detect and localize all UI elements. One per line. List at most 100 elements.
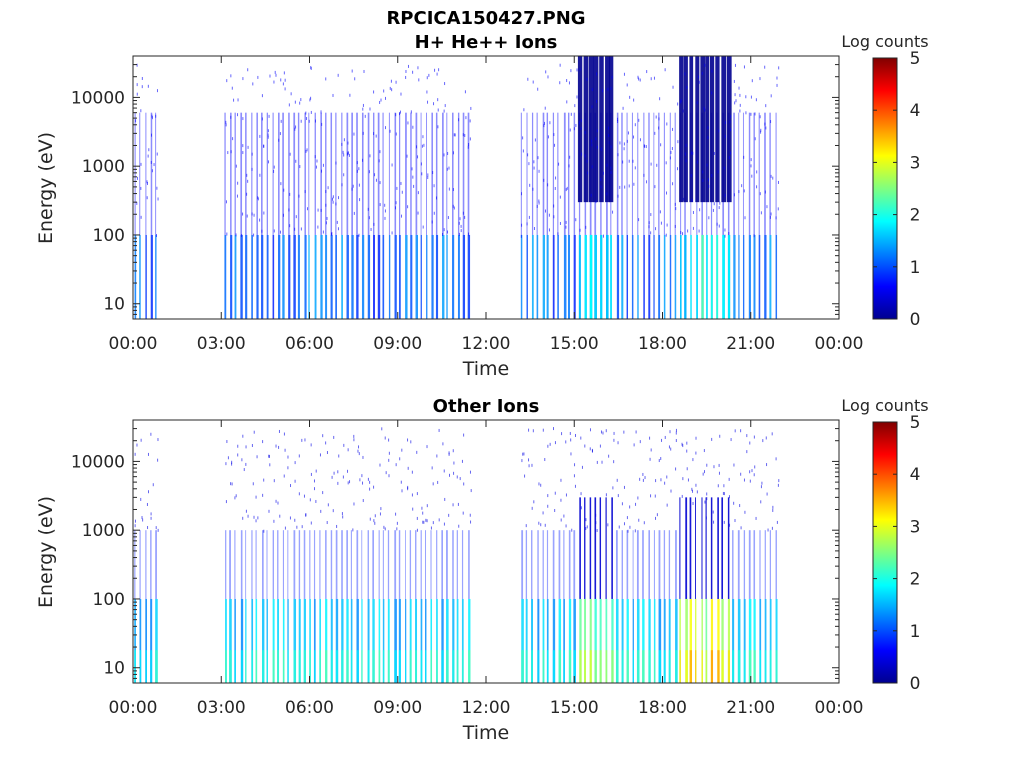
spectrogram-column	[648, 530, 651, 599]
spectrogram-column	[690, 234, 692, 319]
spectrogram-column	[139, 598, 142, 683]
spectrogram-pixel	[650, 448, 652, 452]
spectrogram-pixel	[565, 225, 567, 229]
spectrogram-column	[557, 234, 559, 319]
spectrogram-pixel	[728, 495, 730, 499]
spectrogram-pixel	[755, 516, 757, 520]
spectrogram-pixel	[456, 475, 458, 479]
spectrogram-column	[251, 650, 254, 683]
spectrogram-pixel	[670, 489, 672, 493]
spectrogram-column	[394, 112, 397, 235]
spectrogram-column	[683, 56, 688, 203]
spectrogram-pixel	[310, 96, 312, 100]
spectrogram-column	[531, 650, 533, 683]
spectrogram-column	[356, 598, 359, 683]
spectrogram-pixel	[157, 528, 159, 532]
spectrogram-column	[367, 234, 371, 319]
spectrogram-column	[726, 56, 732, 203]
spectrogram-pixel	[273, 165, 275, 169]
spectrogram-column	[225, 598, 227, 683]
spectrogram-pixel	[417, 66, 419, 70]
spectrogram-pixel	[294, 127, 296, 131]
spectrogram-column	[145, 530, 147, 599]
spectrogram-pixel	[599, 444, 601, 448]
spectrogram-column	[420, 234, 422, 319]
spectrogram-column	[415, 650, 418, 683]
spectrogram-column	[573, 598, 576, 683]
spectrogram-pixel	[658, 126, 660, 130]
spectrogram-column	[557, 112, 559, 235]
spectrogram-pixel	[660, 457, 662, 461]
spectrogram-pixel	[259, 173, 261, 177]
spectrogram-pixel	[656, 163, 658, 167]
spectrogram-pixel	[353, 132, 355, 136]
spectrogram-column	[382, 598, 385, 683]
spectrogram-pixel	[557, 232, 559, 236]
spectrogram-column	[583, 56, 589, 203]
spectrogram-pixel	[246, 173, 248, 177]
spectrogram-pixel	[613, 431, 615, 435]
spectrogram-pixel	[465, 116, 467, 120]
spectrogram-pixel	[778, 479, 780, 483]
spectrogram-pixel	[307, 207, 309, 211]
spectrogram-pixel	[591, 165, 593, 169]
spectrogram-pixel	[538, 199, 540, 203]
spectrogram-column	[653, 598, 656, 683]
spectrogram-pixel	[650, 213, 652, 217]
spectrogram-pixel	[666, 475, 668, 479]
spectrogram-column	[461, 598, 464, 683]
spectrogram-pixel	[644, 144, 646, 148]
spectrogram-pixel	[458, 524, 460, 528]
spectrogram-pixel	[452, 188, 454, 192]
spectrogram-column	[145, 598, 148, 683]
x-axis-label: Time	[462, 358, 510, 380]
spectrogram-pixel	[251, 167, 253, 171]
spectrogram-column	[764, 530, 766, 599]
spectrogram-column	[282, 234, 285, 319]
spectrogram-pixel	[587, 171, 589, 175]
spectrogram-pixel	[432, 521, 434, 525]
spectrogram-column	[461, 530, 464, 599]
spectrogram-pixel	[235, 164, 237, 168]
spectrogram-pixel	[157, 438, 159, 442]
spectrogram-pixel	[672, 127, 674, 131]
spectrogram-pixel	[698, 229, 700, 233]
spectrogram-column	[335, 112, 337, 235]
spectrogram-column	[304, 234, 307, 319]
spectrogram-column	[542, 234, 545, 319]
spectrogram-pixel	[327, 186, 329, 190]
x-tick-label: 15:00	[550, 334, 599, 354]
spectrogram-pixel	[568, 164, 570, 168]
spectrogram-pixel	[606, 163, 608, 167]
spectrogram-pixel	[555, 176, 557, 180]
spectrogram-column	[642, 650, 645, 683]
spectrogram-pixel	[417, 191, 419, 195]
spectrogram-column	[621, 112, 623, 235]
spectrogram-column	[579, 650, 582, 683]
spectrogram-pixel	[739, 93, 741, 97]
spectrogram-pixel	[269, 463, 271, 467]
spectrogram-pixel	[638, 218, 640, 222]
spectrogram-pixel	[591, 88, 593, 92]
spectrogram-pixel	[343, 138, 345, 142]
spectrogram-pixel	[532, 429, 534, 433]
spectrogram-pixel	[399, 457, 401, 461]
spectrogram-column	[436, 598, 438, 683]
spectrogram-pixel	[352, 528, 354, 532]
spectrogram-column	[764, 598, 767, 683]
spectrogram-column	[424, 650, 427, 683]
spectrogram-column	[150, 650, 153, 683]
x-tick-label: 03:00	[197, 698, 246, 718]
spectrogram-pixel	[692, 458, 694, 462]
spectrogram-column	[675, 530, 677, 599]
spectrogram-pixel	[156, 152, 158, 156]
spectrogram-pixel	[744, 510, 746, 514]
spectrogram-column	[356, 234, 359, 319]
spectrogram-column	[520, 234, 523, 319]
spectrogram-pixel	[284, 526, 286, 530]
spectrogram-pixel	[156, 186, 158, 190]
spectrogram-pixel	[730, 438, 732, 442]
spectrogram-pixel	[626, 83, 628, 87]
spectrogram-column	[578, 234, 581, 319]
